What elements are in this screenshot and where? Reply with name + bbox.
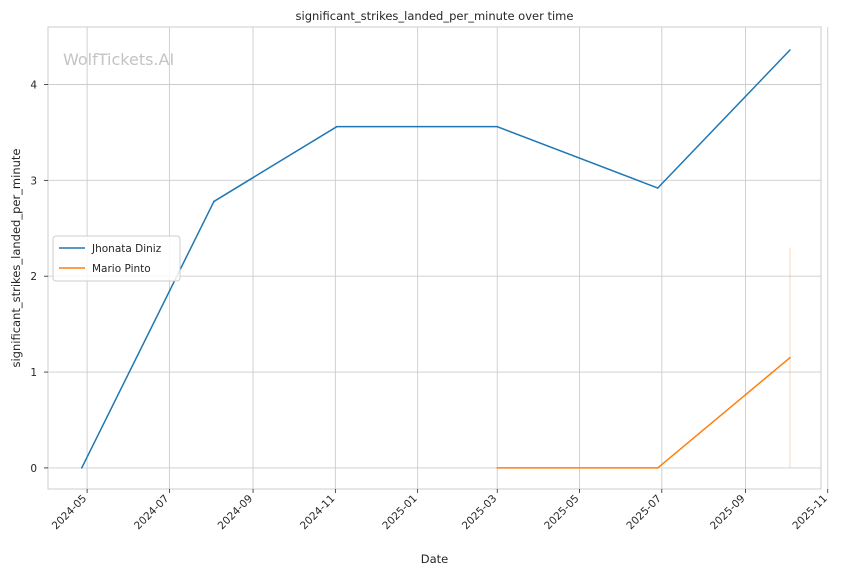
x-tick-label-2024-09: 2024-09 xyxy=(216,493,256,533)
x-axis-label: Date xyxy=(421,552,449,566)
data-point-jhonata-diniz xyxy=(80,467,83,469)
legend-label-jhonata-diniz: Jhonata Diniz xyxy=(91,243,162,255)
series-line-jhonata-diniz xyxy=(81,49,791,469)
x-tick-label-2025-01: 2025-01 xyxy=(380,493,420,533)
watermark: WolfTickets.AI xyxy=(63,50,174,69)
data-point-mario-pinto xyxy=(496,467,499,469)
series-line-mario-pinto xyxy=(497,357,791,469)
chart-title: significant_strikes_landed_per_minute ov… xyxy=(296,9,574,23)
x-tick-label-2025-07: 2025-07 xyxy=(624,493,664,533)
x-tick-label-2024-07: 2024-07 xyxy=(132,493,172,533)
y-axis-label: significant_strikes_landed_per_minute xyxy=(9,149,23,368)
data-point-jhonata-diniz xyxy=(656,187,659,189)
data-point-mario-pinto xyxy=(789,356,791,359)
y-tick-label-2: 2 xyxy=(30,271,37,283)
y-tick-label-1: 1 xyxy=(30,367,37,379)
plot-frame xyxy=(47,26,822,490)
data-point-jhonata-diniz xyxy=(213,200,215,203)
x-tick-label-2025-03: 2025-03 xyxy=(460,493,500,533)
x-tick-label-2025-11: 2025-11 xyxy=(790,493,830,533)
data-point-jhonata-diniz xyxy=(335,125,338,128)
y-tick-label-4: 4 xyxy=(30,80,37,92)
data-point-jhonata-diniz xyxy=(496,125,499,128)
x-tick-label-2024-05: 2024-05 xyxy=(50,493,90,533)
y-tick-label-0: 0 xyxy=(30,463,37,475)
data-point-mario-pinto xyxy=(656,467,659,469)
x-tick-label-2024-11: 2024-11 xyxy=(298,493,338,533)
legend: Jhonata Diniz Mario Pinto xyxy=(52,235,181,282)
y-tick-label-3: 3 xyxy=(30,175,37,187)
legend-label-mario-pinto: Mario Pinto xyxy=(92,263,151,275)
x-tick-label-2025-09: 2025-09 xyxy=(708,493,748,533)
data-point-jhonata-diniz xyxy=(789,49,791,51)
x-tick-label-2025-05: 2025-05 xyxy=(542,493,582,533)
